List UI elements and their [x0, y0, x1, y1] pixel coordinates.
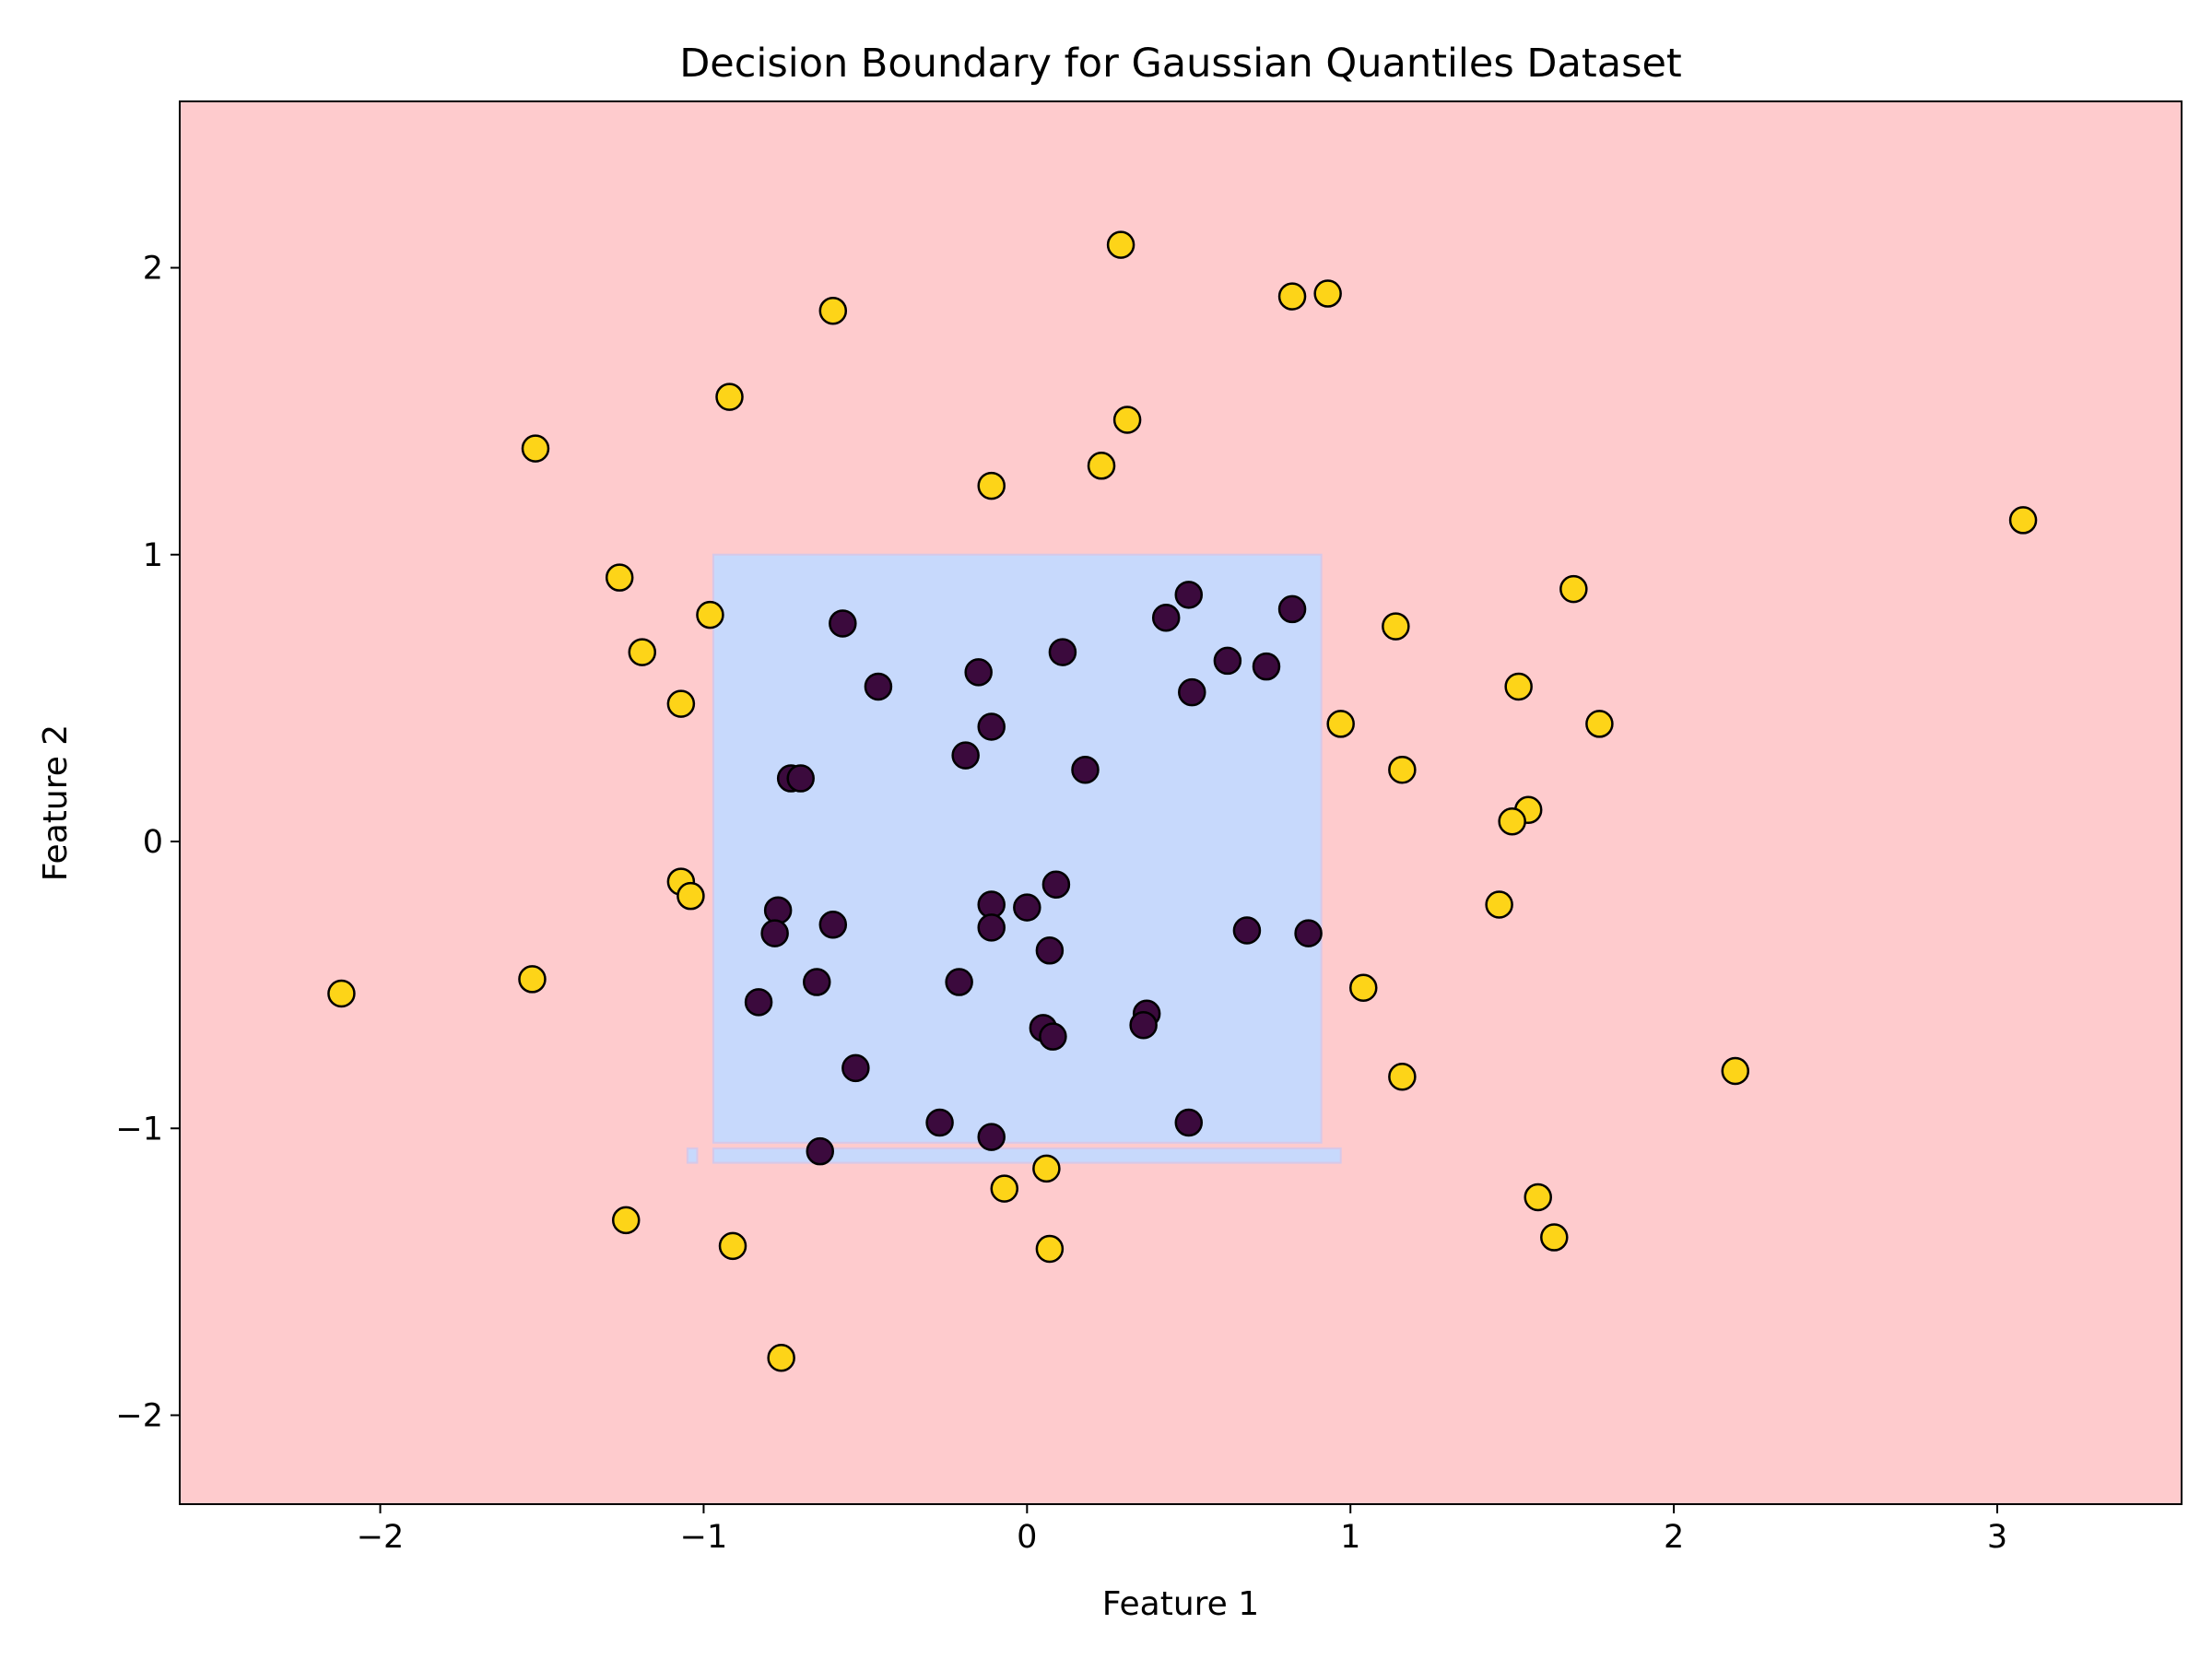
x-tick-label: −1 [680, 1519, 728, 1556]
scatter-point-class-0 [1071, 755, 1100, 784]
scatter-point-class-1 [818, 296, 848, 325]
scatter-point-class-1 [718, 1231, 747, 1261]
scatter-point-class-0 [803, 968, 831, 996]
scatter-point-class-0 [763, 896, 793, 924]
y-tick-label: −1 [115, 1111, 163, 1147]
scatter-point-class-1 [1504, 672, 1533, 701]
scatter-point-class-0 [1151, 603, 1181, 632]
scatter-point-class-1 [677, 881, 705, 911]
scatter-point-class-0 [1174, 581, 1204, 609]
scatter-point-class-1 [1498, 806, 1526, 836]
scatter-point-class-1 [1326, 710, 1355, 738]
scatter-point-class-1 [1388, 1062, 1417, 1091]
scatter-point-class-1 [1349, 973, 1378, 1003]
scatter-point-class-1 [1313, 279, 1342, 308]
scatter-point-class-1 [696, 600, 724, 629]
scatter-point-class-0 [864, 672, 893, 701]
scatter-point-class-0 [1232, 916, 1262, 945]
scatter-point-class-1 [611, 1206, 641, 1235]
axes-frame [179, 100, 2183, 1505]
scatter-point-class-1 [1382, 612, 1410, 641]
scatter-point-class-1 [715, 382, 744, 411]
scatter-point-class-1 [767, 1344, 795, 1372]
scatter-point-class-1 [628, 638, 657, 666]
scatter-point-class-0 [760, 919, 789, 947]
scatter-point-class-0 [818, 911, 848, 939]
plot-area [180, 101, 2182, 1504]
x-tick-label: −2 [357, 1519, 405, 1556]
scatter-point-class-0 [945, 968, 973, 996]
scatter-point-class-1 [605, 563, 634, 592]
scatter-point-class-0 [977, 712, 1006, 741]
scatter-point-class-0 [1213, 646, 1242, 676]
y-tick-label: 2 [143, 251, 163, 288]
scatter-point-class-1 [1524, 1182, 1552, 1212]
scatter-point-class-1 [1112, 406, 1142, 434]
y-tick-label: −2 [115, 1398, 163, 1435]
scatter-point-class-1 [2008, 506, 2038, 535]
x-tick-label: 1 [1340, 1519, 1360, 1556]
x-axis: −2 −1 0 1 2 3 [357, 1504, 2007, 1556]
scatter-point-class-0 [841, 1053, 870, 1083]
scatter-point-class-0 [964, 658, 993, 687]
scatter-point-class-1 [1032, 1154, 1061, 1183]
scatter-point-class-1 [1485, 890, 1513, 919]
scatter-point-class-0 [786, 764, 815, 793]
scatter-point-class-1 [1540, 1223, 1569, 1252]
scatter-point-class-0 [1041, 870, 1071, 899]
scatter-point-class-0 [1035, 936, 1065, 965]
x-tick-label: 0 [1017, 1519, 1037, 1556]
scatter-point-class-0 [744, 988, 773, 1017]
scatter-point-class-0 [829, 609, 857, 638]
x-tick-label: 3 [1987, 1519, 2007, 1556]
scatter-point-class-1 [1721, 1056, 1750, 1086]
scatter-point-class-1 [327, 979, 356, 1008]
scatter-point-class-1 [518, 965, 547, 994]
y-tick-label: 0 [143, 824, 163, 861]
scatter-point-class-1 [1559, 574, 1588, 604]
scatter-point-class-1 [977, 471, 1006, 500]
scatter-point-class-0 [1277, 594, 1307, 624]
scatter-point-class-0 [1294, 919, 1323, 947]
scatter-point-class-0 [1174, 1108, 1204, 1137]
y-axis-title: Feature 2 [37, 724, 75, 881]
scatter-point-class-1 [1277, 282, 1307, 311]
scatter-point-class-0 [806, 1136, 835, 1166]
decision-region-class-0 [686, 1147, 699, 1164]
scatter-point-class-1 [1035, 1234, 1065, 1264]
x-axis-title: Feature 1 [1102, 1585, 1259, 1623]
scatter-point-class-1 [666, 689, 696, 718]
scatter-point-class-1 [990, 1174, 1019, 1203]
scatter-point-class-1 [1388, 755, 1417, 784]
y-axis: −2 −1 0 1 2 [115, 251, 180, 1435]
scatter-point-class-0 [1048, 638, 1077, 666]
scatter-point-class-0 [925, 1108, 954, 1137]
scatter-point-class-0 [1013, 893, 1041, 922]
scatter-point-class-0 [1039, 1022, 1067, 1051]
scatter-point-class-0 [1178, 677, 1206, 707]
scatter-point-class-1 [1106, 230, 1135, 259]
scatter-point-class-1 [521, 434, 550, 463]
scatter-point-class-0 [951, 741, 980, 770]
scatter-points [327, 230, 2038, 1372]
y-tick-label: 1 [143, 537, 163, 574]
scatter-point-class-1 [1087, 452, 1116, 480]
scatter-point-class-0 [977, 1123, 1006, 1151]
decision-region-class-0 [712, 1147, 1342, 1164]
x-tick-label: 2 [1664, 1519, 1684, 1556]
scatter-point-class-0 [1252, 652, 1281, 681]
scatter-point-class-1 [1585, 710, 1614, 738]
chart-title: Decision Boundary for Gaussian Quantiles… [679, 41, 1682, 87]
scatter-point-class-0 [977, 913, 1006, 942]
scatter-point-class-0 [1129, 1010, 1158, 1040]
decision-region-class-0 [712, 553, 1323, 1144]
